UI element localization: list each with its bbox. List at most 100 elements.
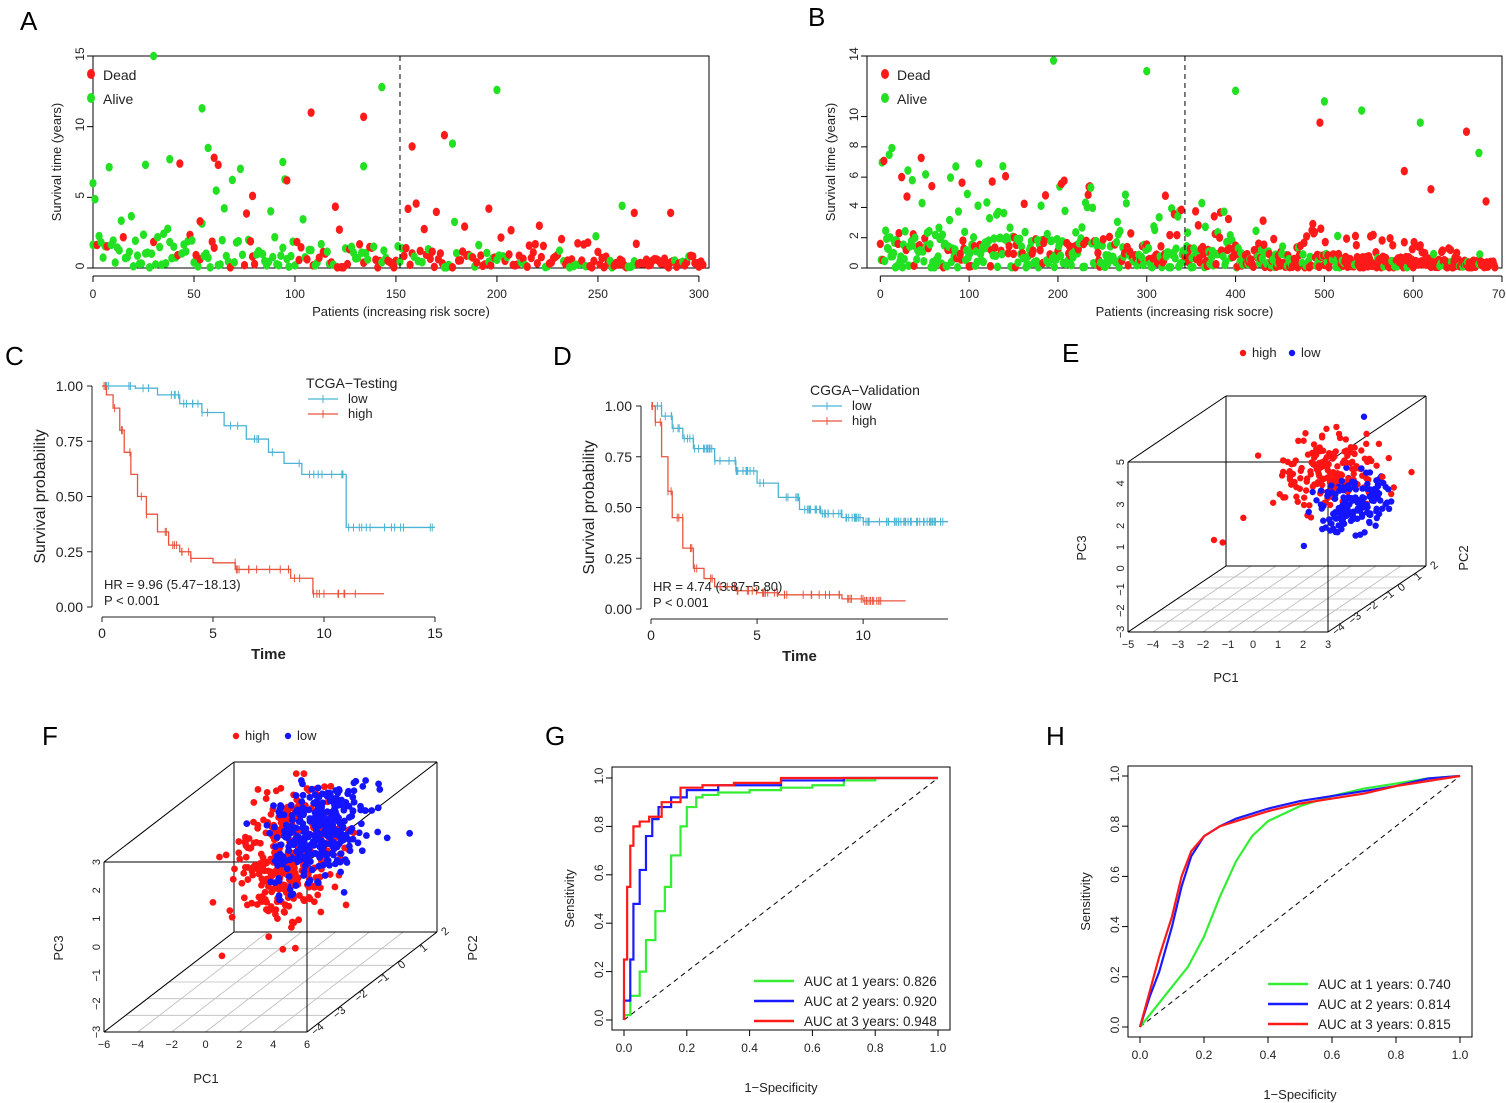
x-tick-label: 250 <box>588 287 608 301</box>
alive-point <box>166 154 174 164</box>
alive-point <box>1083 202 1091 212</box>
pca-point-high <box>1323 463 1331 471</box>
pca-point-high <box>321 783 328 791</box>
dead-point <box>1311 227 1319 237</box>
dead-point <box>1009 249 1018 259</box>
pca-point-low <box>312 850 320 857</box>
alive-point <box>364 255 372 264</box>
pca-point-low <box>1379 505 1386 512</box>
x-tick-label: −2 <box>1197 639 1210 651</box>
pca-point-low <box>1359 511 1366 518</box>
dead-point <box>988 177 996 186</box>
pca-point-low <box>355 829 363 837</box>
pca-point-high <box>1313 465 1321 473</box>
x-tick-label: −4 <box>1147 639 1160 651</box>
alive-point <box>882 226 890 235</box>
legend-marker-low <box>284 732 292 740</box>
alive-point <box>998 249 1006 259</box>
alive-point <box>1072 228 1080 237</box>
pca-point-low <box>374 828 382 836</box>
dead-point <box>448 262 457 272</box>
pca-point-high <box>1292 457 1299 464</box>
x-tick-label: 0 <box>877 287 884 301</box>
dead-point <box>1400 237 1408 247</box>
pca-point-high <box>1349 458 1356 466</box>
pca-point-high <box>1286 476 1294 483</box>
dead-point <box>248 191 257 201</box>
alive-point <box>448 139 457 148</box>
dead-point <box>250 259 259 269</box>
reference-diagonal <box>623 777 939 1021</box>
pca-point-high <box>342 901 350 909</box>
alive-point <box>925 226 933 236</box>
alive-point <box>323 247 331 257</box>
dead-point <box>898 172 906 182</box>
panel-label-a: A <box>20 6 38 36</box>
pca-point-low <box>1373 508 1380 515</box>
alive-point <box>105 162 113 172</box>
y-tick-label: 0 <box>847 262 861 269</box>
pca-point-low <box>282 857 290 865</box>
alive-point <box>91 194 99 204</box>
pca-point-low <box>1329 510 1337 518</box>
pca-point-high <box>1323 425 1330 433</box>
pca-point-low <box>272 843 279 851</box>
pca-point-high <box>1348 465 1356 472</box>
x-tick-label: 10 <box>316 625 332 641</box>
x-axis-label: Patients (increasing risk socre) <box>1096 304 1274 319</box>
panel-label-d: D <box>553 341 572 371</box>
alive-point <box>230 258 238 267</box>
dead-point <box>535 221 543 231</box>
pca-point-high <box>222 851 230 859</box>
x-tick-label: 1.0 <box>930 1041 947 1055</box>
x-tick-label: 0.2 <box>678 1041 695 1055</box>
alive-point <box>1137 252 1146 262</box>
dead-point <box>176 159 184 168</box>
pca-point-low <box>1345 482 1352 489</box>
dead-point <box>539 241 547 251</box>
pca-point-low <box>1305 508 1312 516</box>
pca-point-low <box>278 852 286 860</box>
pca-point-low <box>315 862 323 870</box>
x-tick-label: −2 <box>165 1039 178 1051</box>
pca-point-high <box>317 908 325 916</box>
legend-label-2: AUC at 2 years: 0.920 <box>804 994 937 1009</box>
y-tick-label: 1.0 <box>592 767 606 784</box>
z-tick-label: 5 <box>1115 459 1127 465</box>
pca-point-high <box>1308 459 1315 466</box>
alive-point <box>275 260 283 270</box>
bounding-box-edge <box>103 761 235 863</box>
alive-point <box>1049 56 1058 65</box>
y-tick-label: 0.75 <box>605 449 632 465</box>
alive-point <box>452 248 461 258</box>
legend-label-1: AUC at 1 years: 0.826 <box>804 974 937 989</box>
pca-point-low <box>326 833 334 841</box>
x-axis-label: 1−Specificity <box>744 1080 818 1095</box>
alive-point <box>378 82 386 92</box>
bounding-box-edge <box>1127 395 1227 463</box>
pca-point-low <box>344 790 352 798</box>
alive-point <box>1088 203 1097 213</box>
z-tick-label: 3 <box>1115 501 1127 507</box>
alive-point <box>271 232 279 242</box>
pca-point-low <box>292 792 300 799</box>
roc-curve-3 <box>622 776 938 1020</box>
pca-point-high <box>1297 475 1304 482</box>
pca-point-low <box>308 785 316 793</box>
dead-point <box>525 241 533 250</box>
pca-point-low <box>368 807 376 814</box>
legend-marker-high <box>1239 349 1247 357</box>
plot-frame <box>1127 765 1473 1038</box>
pca-point-low <box>266 829 274 837</box>
alive-point <box>1476 250 1484 259</box>
pca-point-low <box>343 833 350 841</box>
z-tick-label: 1 <box>1115 544 1127 550</box>
dead-point <box>283 176 291 185</box>
pca-point-low <box>336 833 344 841</box>
pca-point-low <box>349 807 357 815</box>
x-tick-label: 0.0 <box>616 1041 633 1055</box>
x-tick-label: −3 <box>1172 639 1185 651</box>
pca-point-high <box>264 907 272 915</box>
y-tick-label: −3 <box>1347 610 1364 627</box>
pca-point-low <box>1374 481 1382 489</box>
